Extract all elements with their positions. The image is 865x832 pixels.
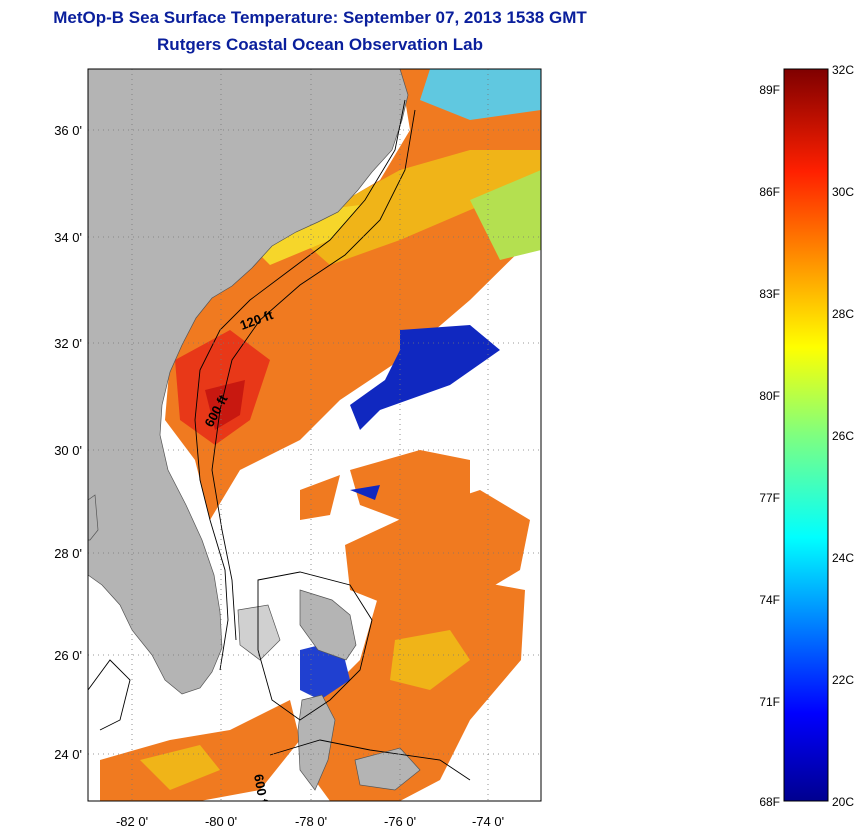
lon-tick-label: -74 0'	[472, 814, 504, 829]
map-subtitle: Rutgers Coastal Ocean Observation Lab	[157, 35, 483, 54]
colorbar-celsius-label: 32C	[832, 63, 854, 77]
sst-swath	[100, 69, 541, 801]
colorbar-fahrenheit-label: 89F	[759, 83, 780, 97]
colorbar-fahrenheit-label: 71F	[759, 695, 780, 709]
colorbar-fahrenheit-label: 77F	[759, 491, 780, 505]
colorbar-celsius-label: 20C	[832, 795, 854, 809]
map-panel: 120 ft 600 ft 600 ft	[88, 69, 541, 810]
lat-tick-label: 34 0'	[54, 230, 82, 245]
lat-tick-label: 28 0'	[54, 546, 82, 561]
lon-tick-label: -80 0'	[205, 814, 237, 829]
longitude-axis: -82 0' -80 0' -78 0' -76 0' -74 0'	[116, 814, 504, 829]
colorbar-fahrenheit-label: 86F	[759, 185, 780, 199]
map-title: MetOp-B Sea Surface Temperature: Septemb…	[53, 8, 587, 27]
colorbar-celsius-label: 30C	[832, 185, 854, 199]
color-bar: 32C 30C 28C 26C 24C 22C 20C 89F 86F 83F …	[759, 63, 854, 809]
lat-tick-label: 30 0'	[54, 443, 82, 458]
lat-tick-label: 24 0'	[54, 747, 82, 762]
lat-tick-label: 36 0'	[54, 123, 82, 138]
lat-tick-label: 32 0'	[54, 336, 82, 351]
lon-tick-label: -76 0'	[384, 814, 416, 829]
colorbar-celsius-label: 26C	[832, 429, 854, 443]
bathymetry-contours	[88, 99, 471, 781]
colorbar-celsius-label: 24C	[832, 551, 854, 565]
colorbar-celsius-label: 28C	[832, 307, 854, 321]
colorbar-celsius-label: 22C	[832, 673, 854, 687]
graticule	[88, 69, 541, 801]
colorbar-fahrenheit-label: 80F	[759, 389, 780, 403]
colorbar-fahrenheit-label: 74F	[759, 593, 780, 607]
latitude-axis: 36 0' 34 0' 32 0' 30 0' 28 0' 26 0' 24 0…	[54, 123, 82, 762]
colorbar-fahrenheit-label: 83F	[759, 287, 780, 301]
colorbar-fahrenheit-label: 68F	[759, 795, 780, 809]
lat-tick-label: 26 0'	[54, 648, 82, 663]
map-frame	[87, 68, 542, 802]
color-bar-gradient	[783, 68, 829, 802]
lon-tick-label: -78 0'	[295, 814, 327, 829]
contour-label-600ft-south: 600 ft	[251, 773, 272, 810]
land	[88, 69, 421, 791]
lon-tick-label: -82 0'	[116, 814, 148, 829]
